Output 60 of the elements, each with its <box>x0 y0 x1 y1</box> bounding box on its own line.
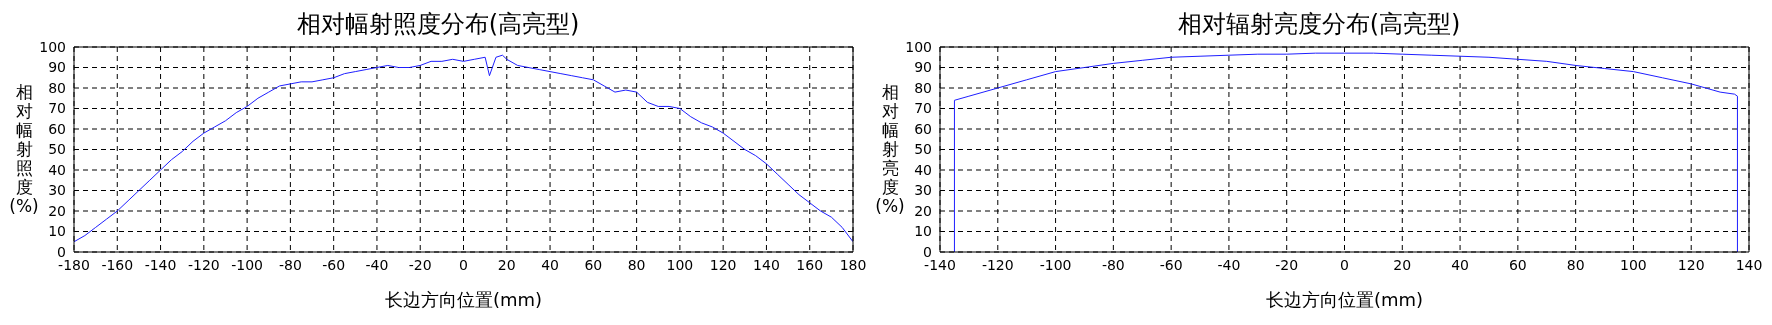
y-tick-label: 100 <box>905 38 932 55</box>
x-tick-label: 20 <box>1393 256 1412 273</box>
x-tick-label: -80 <box>1101 256 1125 273</box>
y-tick-label: 90 <box>914 59 932 76</box>
x-tick-label: -140 <box>144 256 177 273</box>
x-tick-label: -60 <box>1159 256 1183 273</box>
x-tick-label: -120 <box>981 256 1014 273</box>
x-axis-title: 长边方向位置(mm) <box>384 289 543 310</box>
x-tick-label: -120 <box>187 256 220 273</box>
y-tick-label: 50 <box>48 141 66 158</box>
y-tick-label: 40 <box>914 161 932 178</box>
y-tick-label: 10 <box>48 223 66 240</box>
y-tick-label: 100 <box>39 38 66 55</box>
x-tick-label: -20 <box>1275 256 1299 273</box>
x-tick-label: -100 <box>231 256 263 273</box>
x-tick-label: 60 <box>584 256 603 273</box>
y-tick-label: 80 <box>48 79 66 96</box>
x-tick-label: 40 <box>541 256 559 273</box>
x-tick-label: 100 <box>1620 256 1647 273</box>
y-tick-label: 70 <box>48 100 66 117</box>
x-tick-label: 140 <box>1735 256 1763 273</box>
x-tick-label: 140 <box>753 256 780 273</box>
y-tick-label: 20 <box>48 202 66 219</box>
x-tick-label: -80 <box>278 256 302 273</box>
x-tick-label: 100 <box>666 256 694 273</box>
chart-title: 相对辐射亮度分布(高亮型) <box>1176 9 1462 40</box>
x-tick-label: -20 <box>408 256 432 273</box>
x-axis-title: 长边方向位置(mm) <box>1265 289 1424 310</box>
x-tick-label: 60 <box>1508 256 1527 273</box>
y-tick-label: 40 <box>48 161 66 178</box>
y-axis-title: 相对幅射亮度(%) <box>875 81 905 216</box>
x-tick-label: 80 <box>627 256 646 273</box>
line-series <box>74 54 853 243</box>
y-tick-label: 90 <box>48 59 66 76</box>
x-tick-label: 40 <box>1451 256 1469 273</box>
y-tick-label: 60 <box>48 120 66 137</box>
y-tick-label: 10 <box>914 223 932 240</box>
line-series <box>953 52 1738 252</box>
y-tick-label: 30 <box>914 182 932 199</box>
y-tick-label: 60 <box>914 120 932 137</box>
x-tick-label: 20 <box>497 256 516 273</box>
x-tick-label: -40 <box>365 256 389 273</box>
x-tick-label: 0 <box>1340 256 1349 273</box>
x-tick-label: -40 <box>1217 256 1241 273</box>
y-axis-title: 相对幅射照度(%) <box>9 81 39 216</box>
x-tick-label: 120 <box>1677 256 1705 273</box>
x-tick-label: -60 <box>322 256 346 273</box>
x-tick-label: -100 <box>1039 256 1072 273</box>
y-tick-label: 50 <box>914 141 932 158</box>
x-tick-label: 120 <box>709 256 737 273</box>
x-tick-label: 80 <box>1566 256 1585 273</box>
x-tick-label: -160 <box>101 256 134 273</box>
y-tick-label: 70 <box>914 100 932 117</box>
y-tick-label: 20 <box>914 202 932 219</box>
y-tick-label: 30 <box>48 182 66 199</box>
y-tick-label: 80 <box>914 79 932 96</box>
x-tick-label: 160 <box>796 256 824 273</box>
chart-title: 相对幅射照度分布(高亮型) <box>295 9 581 40</box>
x-tick-label: 0 <box>459 256 468 273</box>
x-tick-label: 180 <box>839 256 867 273</box>
